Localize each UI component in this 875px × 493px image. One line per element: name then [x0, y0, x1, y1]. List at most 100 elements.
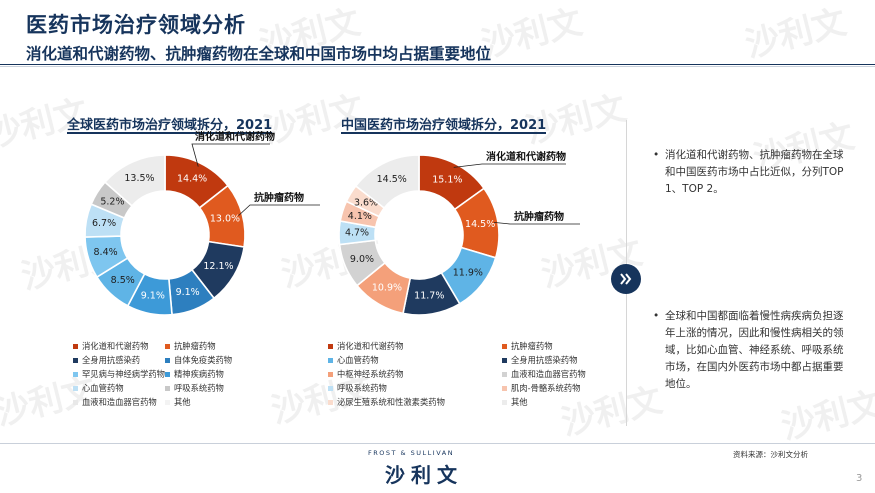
- global-legend-swatch: [165, 371, 170, 377]
- china-data-label: 3.6%: [354, 197, 378, 208]
- global-data-label: 9.1%: [141, 290, 165, 301]
- china-legend-item: 全身用抗感染药物: [502, 354, 577, 366]
- china-legend-swatch: [328, 385, 333, 391]
- page-title: 医药市场治疗领域分析: [26, 13, 246, 37]
- china-legend-label: 呼吸系统药物: [337, 383, 387, 393]
- note-2: • 全球和中国都面临着慢性病疾病负担逐年上涨的情况，因此和慢性病相关的领域，比如…: [653, 308, 847, 393]
- global-data-label: 5.2%: [100, 197, 124, 208]
- china-legend-label: 消化道和代谢药物: [337, 341, 404, 351]
- global-callout-line: [191, 143, 270, 167]
- global-legend-swatch: [165, 399, 170, 405]
- watermark-text: 沙利文: [477, 2, 587, 66]
- china-data-label: 4.1%: [348, 211, 372, 222]
- page-number: 3: [856, 473, 863, 484]
- china-legend-label: 抗肿瘤药物: [511, 341, 553, 351]
- global-legend-item: 呼吸系统药物: [165, 382, 224, 394]
- global-legend-item: 心血管药物: [73, 382, 124, 394]
- china-legend-item: 其他: [502, 396, 528, 408]
- global-data-label: 13.0%: [210, 214, 240, 225]
- global-legend-label: 其他: [174, 397, 191, 407]
- watermark-text: 沙利文: [741, 2, 851, 66]
- china-legend-label: 全身用抗感染药物: [511, 355, 578, 365]
- global-data-label: 14.4%: [177, 174, 207, 185]
- source-note: 资料来源：沙利文分析: [733, 450, 808, 459]
- global-legend-item: 抗肿瘤药物: [165, 340, 216, 352]
- china-data-label: 14.5%: [377, 174, 407, 185]
- china-legend-swatch: [328, 399, 333, 405]
- china-legend-label: 肌肉-骨骼系统药物: [511, 383, 581, 393]
- china-data-label: 11.9%: [453, 268, 483, 279]
- china-legend-item: 抗肿瘤药物: [502, 340, 553, 352]
- note-1-text: 消化道和代谢药物、抗肿瘤药物在全球和中国医药市场中占比近似，分列TOP 1、TO…: [665, 149, 844, 195]
- global-legend-item: 消化道和代谢药物: [73, 340, 148, 352]
- global-legend-swatch: [165, 343, 170, 349]
- china-data-label: 11.7%: [414, 291, 444, 302]
- china-chart-title-underline: [341, 132, 547, 134]
- global-callout-label: 消化道和代谢药物: [195, 130, 275, 143]
- china-callout-label: 抗肿瘤药物: [514, 210, 564, 223]
- global-legend-swatch: [165, 385, 170, 391]
- china-legend-item: 心血管药物: [328, 354, 379, 366]
- china-legend-label: 血液和造血器官药物: [511, 369, 586, 379]
- global-legend-swatch: [73, 385, 78, 391]
- global-legend-label: 精神疾病药物: [174, 369, 224, 379]
- global-legend-swatch: [73, 371, 78, 377]
- global-callout-line: [238, 204, 320, 216]
- china-legend-swatch: [502, 357, 507, 363]
- global-slice-9: [103, 154, 166, 208]
- china-data-label: 4.7%: [345, 228, 369, 239]
- china-legend-label: 中枢神经系统药物: [337, 369, 404, 379]
- china-slice-9: [354, 154, 420, 210]
- china-legend-swatch: [502, 371, 507, 377]
- china-callout-line: [493, 222, 580, 225]
- global-legend-label: 血液和造血器官药物: [82, 397, 157, 407]
- china-legend-swatch: [328, 371, 333, 377]
- global-legend-label: 全身用抗感染药: [82, 355, 141, 365]
- bullet-icon: •: [653, 149, 660, 161]
- bullet-icon: •: [653, 310, 660, 322]
- global-chart-title-underline: [67, 132, 273, 134]
- global-data-label: 8.4%: [94, 247, 118, 258]
- china-legend-swatch: [328, 357, 333, 363]
- global-donut-chart: 14.4% 13.0% 12.1% 9.1% 9.1% 8.5% 8.4% 6.7% 5.2% 1…: [84, 130, 320, 316]
- note-2-text: 全球和中国都面临着慢性病疾病负担逐年上涨的情况，因此和慢性病相关的领域，比如心血…: [665, 310, 844, 390]
- global-legend-swatch: [73, 343, 78, 349]
- global-data-label: 8.5%: [111, 275, 135, 286]
- china-data-label: 9.0%: [350, 254, 374, 265]
- china-data-label: 14.5%: [465, 219, 495, 230]
- note-1: • 消化道和代谢药物、抗肿瘤药物在全球和中国医药市场中占比近似，分列TOP 1、…: [653, 147, 847, 198]
- global-chart-title: 全球医药市场治疗领域拆分，2021: [67, 114, 273, 134]
- global-legend-label: 呼吸系统药物: [174, 383, 224, 393]
- global-data-label: 9.1%: [176, 287, 200, 298]
- china-legend-item: 血液和造血器官药物: [502, 368, 586, 380]
- china-legend-item: 肌肉-骨骼系统药物: [502, 382, 580, 394]
- china-data-label: 15.1%: [432, 174, 462, 185]
- global-legend-item: 自体免疫类药物: [165, 354, 232, 366]
- china-legend-item: 中枢神经系统药物: [328, 368, 403, 380]
- global-legend-label: 消化道和代谢药物: [82, 341, 149, 351]
- global-legend-swatch: [73, 357, 78, 363]
- global-data-label: 6.7%: [92, 218, 116, 229]
- china-legend-label: 其他: [511, 397, 528, 407]
- global-legend-label: 心血管药物: [82, 383, 124, 393]
- header-divider-thin: [0, 66, 875, 67]
- china-callout-label: 消化道和代谢药物: [486, 150, 566, 163]
- global-callout-label: 抗肿瘤药物: [254, 191, 304, 204]
- global-legend-label: 自体免疫类药物: [174, 355, 233, 365]
- china-data-label: 10.9%: [372, 283, 402, 294]
- header-divider: [0, 64, 875, 65]
- page-subtitle: 消化道和代谢药物、抗肿瘤药物在全球和中国市场中均占据重要地位: [26, 45, 492, 63]
- china-donut-chart: 15.1% 14.5% 11.9% 11.7% 10.9% 9.0% 4.7% 4.1% 3.6…: [338, 150, 580, 316]
- global-legend-item: 全身用抗感染药: [73, 354, 140, 366]
- china-chart-title: 中国医药市场治疗领域拆分，2021: [341, 114, 547, 134]
- china-chart-title-text: 中国医药市场治疗领域拆分，2021: [341, 118, 547, 133]
- global-chart-title-text: 全球医药市场治疗领域拆分，2021: [67, 118, 273, 133]
- global-data-label: 13.5%: [124, 173, 154, 184]
- global-legend-item: 精神疾病药物: [165, 368, 224, 380]
- global-legend-swatch: [165, 357, 170, 363]
- global-legend-swatch: [73, 399, 78, 405]
- china-legend-label: 泌尿生殖系统和性激素类药物: [337, 397, 445, 407]
- double-chevron-right-icon: [611, 264, 641, 294]
- global-legend-label: 罕见病与神经病学药物: [82, 369, 165, 379]
- china-legend-label: 心血管药物: [337, 355, 379, 365]
